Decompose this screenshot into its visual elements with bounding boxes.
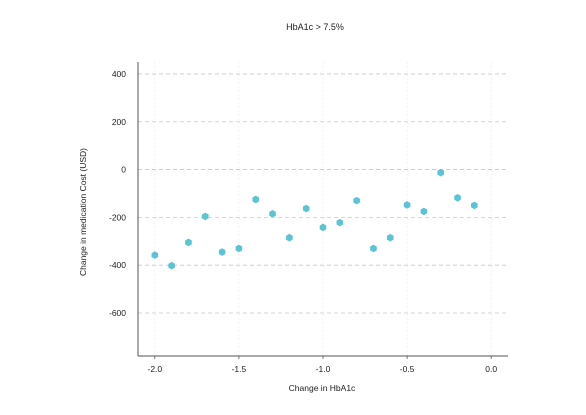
data-points: [151, 168, 478, 270]
data-point: [403, 201, 411, 209]
y-tick-label: -600: [109, 308, 126, 318]
data-point: [454, 193, 461, 202]
y-tick-label: -200: [109, 212, 126, 222]
y-axis-label: Change in medication Cost (USD): [78, 148, 88, 276]
data-point: [252, 195, 260, 204]
axes: [137, 62, 508, 359]
data-point: [370, 244, 377, 253]
data-point: [437, 168, 445, 177]
y-tick-label: 200: [112, 117, 126, 127]
data-point: [386, 233, 394, 242]
data-point: [151, 251, 159, 259]
data-point: [286, 233, 293, 242]
x-tick-labels: -2.0 -1.5 -1.0 -0.5 0.0: [147, 364, 497, 374]
data-point: [471, 201, 478, 210]
data-point: [302, 204, 310, 213]
y-tick-label: -400: [109, 260, 126, 270]
data-point: [353, 196, 360, 205]
data-point: [235, 244, 243, 253]
x-tick-label: 0.0: [485, 364, 497, 374]
data-point: [269, 209, 276, 218]
y-tick-label: 400: [112, 69, 126, 79]
x-tick-label: -1.0: [316, 364, 331, 374]
data-point: [218, 248, 226, 256]
data-point: [168, 261, 175, 270]
y-tick-labels: 400 200 0 -200 -400 -600: [109, 69, 126, 318]
data-point: [201, 212, 209, 221]
x-tick-label: -2.0: [147, 364, 162, 374]
chart-title: HbA1c > 7.5%: [286, 22, 344, 32]
x-tick-label: -0.5: [400, 364, 415, 374]
data-point: [420, 207, 428, 216]
data-point: [185, 238, 192, 247]
x-axis-label: Change in HbA1c: [289, 383, 356, 393]
grid-lines: [138, 62, 508, 356]
x-tick-label: -1.5: [232, 364, 247, 374]
data-point: [319, 223, 327, 232]
data-point: [336, 218, 344, 227]
y-tick-label: 0: [121, 165, 126, 175]
